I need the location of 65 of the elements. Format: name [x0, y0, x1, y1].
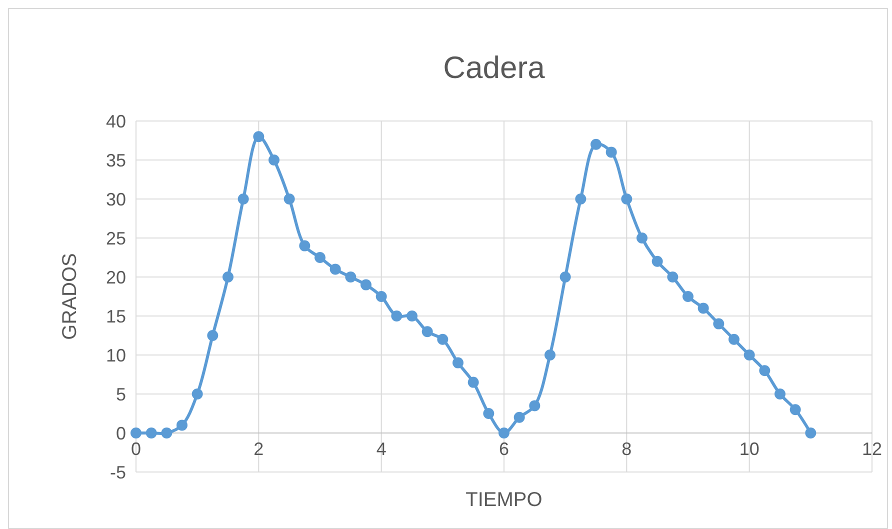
point [468, 376, 479, 388]
y-tick-label: 20 [106, 267, 126, 288]
point [606, 146, 617, 158]
point [330, 264, 341, 275]
point [667, 272, 678, 282]
point [544, 350, 556, 360]
chart-title: Cadera [443, 50, 546, 85]
x-tick-label: 12 [862, 439, 882, 459]
x-tick-label: 0 [130, 439, 142, 459]
x-tick-label: 6 [498, 439, 510, 459]
point [284, 194, 295, 204]
point [268, 154, 280, 166]
point [360, 279, 372, 290]
x-tick-label: 8 [622, 439, 632, 459]
y-tick-label: 10 [106, 345, 126, 366]
point [161, 428, 172, 438]
x-tick-label: 2 [254, 439, 264, 459]
point [146, 428, 157, 438]
point [314, 252, 326, 263]
y-tick-label: 15 [106, 306, 126, 326]
y-tick-label: 30 [106, 189, 126, 210]
y-tick-label: 25 [106, 228, 126, 248]
x-axis-title: TIEMPO [466, 489, 542, 511]
point [406, 310, 418, 322]
point [422, 326, 433, 338]
x-tick-label: 4 [376, 439, 386, 459]
point [483, 408, 494, 419]
point [299, 240, 310, 252]
x-tick-label: 10 [739, 439, 760, 459]
point [207, 330, 218, 341]
y-tick-label: 5 [116, 384, 126, 404]
point [192, 388, 203, 400]
y-tick-label: 40 [106, 111, 126, 132]
point [391, 310, 402, 322]
point [222, 272, 234, 282]
point [130, 428, 142, 438]
point [698, 302, 709, 314]
y-tick-label: 35 [106, 150, 126, 170]
point [759, 365, 770, 376]
point [790, 404, 801, 416]
point [376, 291, 387, 302]
point [682, 291, 694, 302]
point [621, 194, 632, 204]
point [575, 194, 586, 204]
point [238, 194, 249, 204]
point [728, 334, 740, 345]
point [253, 131, 264, 142]
point [437, 334, 448, 345]
point [805, 428, 816, 438]
point [636, 232, 648, 244]
point [560, 272, 571, 282]
point [744, 350, 755, 360]
point [529, 400, 540, 412]
point [514, 412, 525, 423]
point [452, 357, 464, 368]
point [176, 420, 188, 431]
point [713, 318, 724, 330]
point [590, 138, 602, 150]
point [774, 388, 786, 400]
point [498, 428, 510, 438]
y-axis-title: GRADOS [59, 253, 81, 340]
y-tick-label: 0 [116, 423, 126, 444]
y-tick-label: -5 [110, 462, 126, 482]
point [345, 272, 356, 282]
point [652, 256, 663, 267]
